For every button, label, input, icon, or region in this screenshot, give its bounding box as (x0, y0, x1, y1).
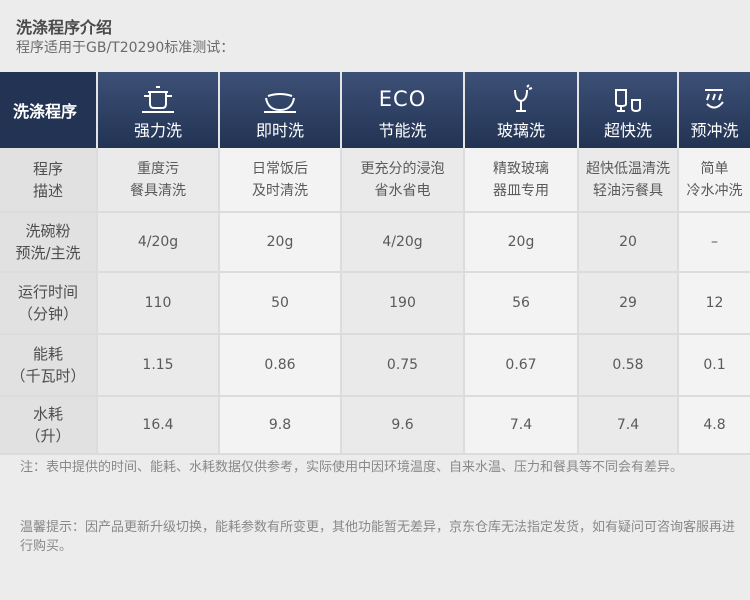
page-subtitle: 程序适用于GB/T20290标准测试： (16, 40, 235, 56)
table-row: 洗碗粉 预洗/主洗 4/20g 20g 4/20g 20g 20 – (0, 212, 750, 273)
header-program-instant: 即时洗 (219, 72, 342, 148)
cell-water: 9.6 (341, 396, 465, 455)
header-label-quick: 超快洗 (603, 120, 652, 140)
cell-description: 重度污 餐具清洗 (97, 148, 220, 213)
header-label-instant: 即时洗 (255, 120, 304, 140)
table-row: 能耗 （千瓦时） 1.15 0.86 0.75 0.67 0.58 0.1 (0, 334, 750, 397)
cell-runtime: 29 (578, 272, 679, 335)
eco-icon: ECO (342, 80, 463, 114)
eco-icon-text: ECO (378, 86, 427, 111)
cell-description: 精致玻璃 器皿专用 (464, 148, 579, 213)
header-label: 洗涤程序 (0, 72, 98, 148)
cell-description: 日常饭后 及时清洗 (219, 148, 342, 213)
cell-energy: 0.75 (341, 334, 465, 397)
cell-description: 超快低温清洗 轻油污餐具 (578, 148, 679, 213)
cell-detergent: 20g (464, 212, 579, 273)
header-program-intensive: 强力洗 (97, 72, 220, 148)
cell-runtime: 12 (678, 272, 750, 335)
page-title: 洗涤程序介绍 (16, 18, 113, 37)
table-row: 水耗 （升） 16.4 9.8 9.6 7.4 7.4 4.8 (0, 396, 750, 455)
cell-energy: 0.86 (219, 334, 342, 397)
header-program-glass: 玻璃洗 (464, 72, 579, 148)
row-label-energy: 能耗 （千瓦时） (0, 334, 98, 397)
cell-runtime: 190 (341, 272, 465, 335)
footnote-tip: 温馨提示：因产品更新升级切换，能耗参数有所变更，其他功能暂无差异，京东仓库无法指… (20, 520, 736, 554)
row-label-runtime: 运行时间 （分钟） (0, 272, 98, 335)
cell-detergent: 20g (219, 212, 342, 273)
footnote-reference: 注：表中提供的时间、能耗、水耗数据仅供参考，实际使用中因环境温度、自来水温、压力… (20, 460, 684, 475)
pot-icon (98, 80, 218, 114)
table-row: 运行时间 （分钟） 110 50 190 56 29 12 (0, 272, 750, 335)
cell-runtime: 50 (219, 272, 342, 335)
cell-detergent: 20 (578, 212, 679, 273)
cell-description: 更充分的浸泡 省水省电 (341, 148, 465, 213)
row-label-description: 程序 描述 (0, 148, 98, 213)
cell-water: 9.8 (219, 396, 342, 455)
rinse-icon (679, 80, 750, 114)
header-label-glass: 玻璃洗 (496, 120, 545, 140)
cell-detergent: 4/20g (341, 212, 465, 273)
cell-water: 7.4 (464, 396, 579, 455)
wine-glass-icon (465, 80, 577, 114)
cell-water: 7.4 (578, 396, 679, 455)
row-label-water: 水耗 （升） (0, 396, 98, 455)
cell-water: 16.4 (97, 396, 220, 455)
cell-energy: 0.1 (678, 334, 750, 397)
header-program-quick: 超快洗 (578, 72, 679, 148)
cell-water: 4.8 (678, 396, 750, 455)
row-label-detergent: 洗碗粉 预洗/主洗 (0, 212, 98, 273)
cell-energy: 1.15 (97, 334, 220, 397)
bowl-icon (220, 80, 340, 114)
cell-description: 简单 冷水冲洗 (678, 148, 750, 213)
header-label-prerinse: 预冲洗 (690, 120, 739, 140)
program-table: 洗涤程序 强力洗 (0, 72, 750, 455)
cell-detergent: 4/20g (97, 212, 220, 273)
cell-energy: 0.67 (464, 334, 579, 397)
header-program-prerinse: 预冲洗 (678, 72, 750, 148)
header-label-eco: 节能洗 (378, 120, 427, 140)
cell-energy: 0.58 (578, 334, 679, 397)
cell-runtime: 110 (97, 272, 220, 335)
cell-detergent: – (678, 212, 750, 273)
table-row: 程序 描述 重度污 餐具清洗 日常饭后 及时清洗 更充分的浸泡 省水省电 精致玻璃 器皿… (0, 148, 750, 213)
header-program-eco: ECO 节能洗 (341, 72, 465, 148)
glasses-icon (579, 80, 677, 114)
cell-runtime: 56 (464, 272, 579, 335)
header-label-intensive: 强力洗 (133, 120, 182, 140)
table-header-row: 洗涤程序 强力洗 (0, 72, 750, 148)
